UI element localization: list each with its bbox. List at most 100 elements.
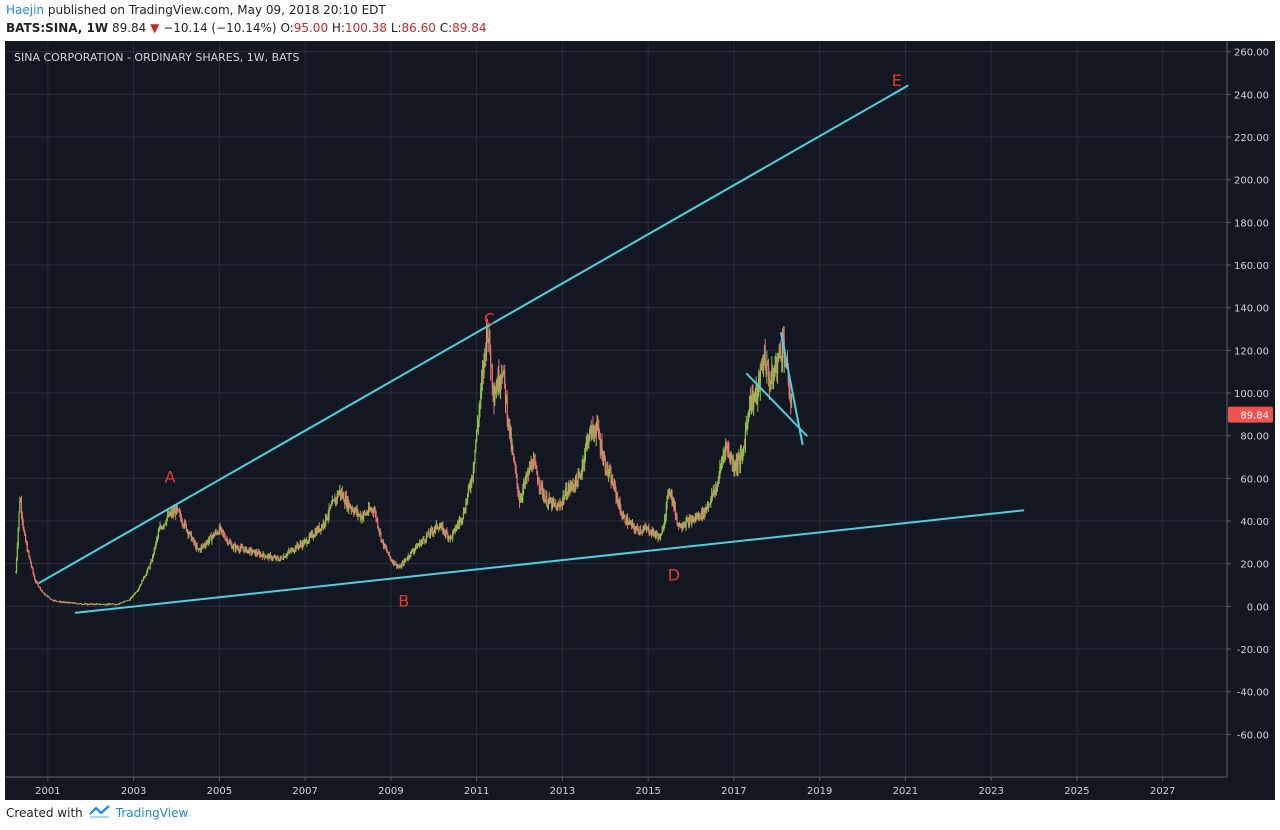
candle-body [776, 357, 778, 374]
trendline[interactable] [780, 332, 804, 446]
candle-body [358, 514, 360, 516]
candle-body [397, 566, 399, 567]
candle-body [171, 511, 173, 515]
candle-body [482, 370, 484, 373]
candle-body [510, 431, 512, 449]
candle-body [559, 503, 561, 506]
candle-body [584, 445, 587, 457]
trendline[interactable] [38, 84, 909, 584]
candle-body [749, 396, 752, 410]
candle-body [583, 460, 585, 464]
candle-body [480, 380, 483, 389]
candle-body [313, 536, 315, 537]
candle-body [551, 500, 553, 508]
trendline[interactable] [74, 509, 1025, 614]
candle-body [683, 524, 686, 526]
candle-body [723, 451, 725, 457]
candle-body [626, 517, 629, 525]
candle-body [751, 393, 753, 405]
candle-body [339, 489, 342, 496]
candle-body [154, 547, 156, 549]
candle-body [413, 550, 415, 553]
candle-body [681, 527, 683, 529]
candle-body [346, 498, 348, 507]
candle-body [524, 477, 526, 485]
candle-body [240, 546, 242, 549]
candle-body [86, 603, 88, 605]
candle-body [744, 446, 746, 448]
price-axis[interactable]: 260.00 240.00 220.00 200.00 180.00 160.00 140.… [1226, 41, 1269, 777]
candle-body [698, 513, 700, 517]
candle-body [300, 543, 302, 545]
candle-body [589, 429, 591, 439]
trendline[interactable] [745, 372, 808, 437]
candle-body [729, 455, 731, 461]
candle-body [142, 580, 144, 582]
candle-body [761, 364, 763, 370]
candle-body [680, 527, 682, 529]
candle-body [317, 526, 319, 532]
candle-body [168, 512, 170, 517]
candle-body [663, 524, 665, 530]
candle-body [405, 559, 408, 561]
candle-body [152, 554, 155, 556]
open-label: O: [280, 21, 294, 35]
candle-body [493, 393, 495, 402]
candle-body [428, 531, 430, 535]
candle-body [355, 508, 357, 513]
candle-body [129, 598, 131, 601]
candle-body [208, 536, 211, 541]
candle-body [354, 510, 356, 514]
candle-body [452, 532, 454, 539]
candle-body [166, 518, 168, 524]
candle-body [77, 603, 79, 605]
candle-body [418, 544, 420, 546]
candle-body [758, 377, 760, 387]
candle-body [91, 603, 94, 605]
candle-body [589, 426, 592, 430]
candle-body [734, 467, 737, 469]
candle-body [777, 354, 780, 360]
candle-body [46, 595, 48, 597]
candle-body [690, 518, 692, 523]
candle-body [481, 370, 484, 381]
candle-body [701, 510, 703, 519]
candle-body [20, 501, 22, 502]
price-tag-box [1228, 406, 1273, 423]
trendlines[interactable] [38, 84, 1025, 614]
candle-body [504, 370, 506, 384]
candle-body [380, 532, 382, 541]
tradingview-link[interactable]: TradingView [88, 804, 188, 821]
candle-body [686, 519, 688, 521]
chart-container[interactable]: A B C D E 260.00 240.00 220.00 200.00 180.00 160.… [5, 41, 1275, 800]
y-tick-label: -40.00 [1237, 688, 1269, 699]
candle-body [151, 555, 154, 562]
candle-body [770, 381, 772, 387]
candle-body [629, 522, 631, 523]
price-chart[interactable]: A B C D E 260.00 240.00 220.00 200.00 180.00 160.… [5, 41, 1275, 800]
candle-body [678, 523, 681, 527]
author-link[interactable]: Haejin [6, 3, 45, 17]
time-axis-background[interactable] [5, 777, 1275, 800]
candle-body [45, 594, 47, 596]
candle-body [635, 529, 637, 532]
candle-body [88, 604, 90, 606]
time-axis[interactable]: 2001 2003 2005 2007 2009 2011 2013 2015 2017 2019… [5, 776, 1227, 797]
candle-body [391, 561, 394, 564]
candle-body [565, 487, 567, 495]
candle-body [248, 549, 250, 554]
candle-body [335, 497, 337, 504]
candle-body [746, 422, 748, 426]
candle-body [489, 330, 491, 353]
wave-label: A [165, 468, 176, 487]
low-value: 86.60 [401, 21, 436, 35]
candle-body [421, 540, 423, 542]
candle-body [604, 458, 606, 472]
candle-body [566, 495, 568, 497]
candle-body [342, 494, 344, 497]
candle-body [158, 528, 160, 532]
candle-body [401, 562, 404, 565]
candle-body [649, 532, 651, 534]
candle-body [207, 541, 209, 544]
candle-body [626, 517, 628, 525]
